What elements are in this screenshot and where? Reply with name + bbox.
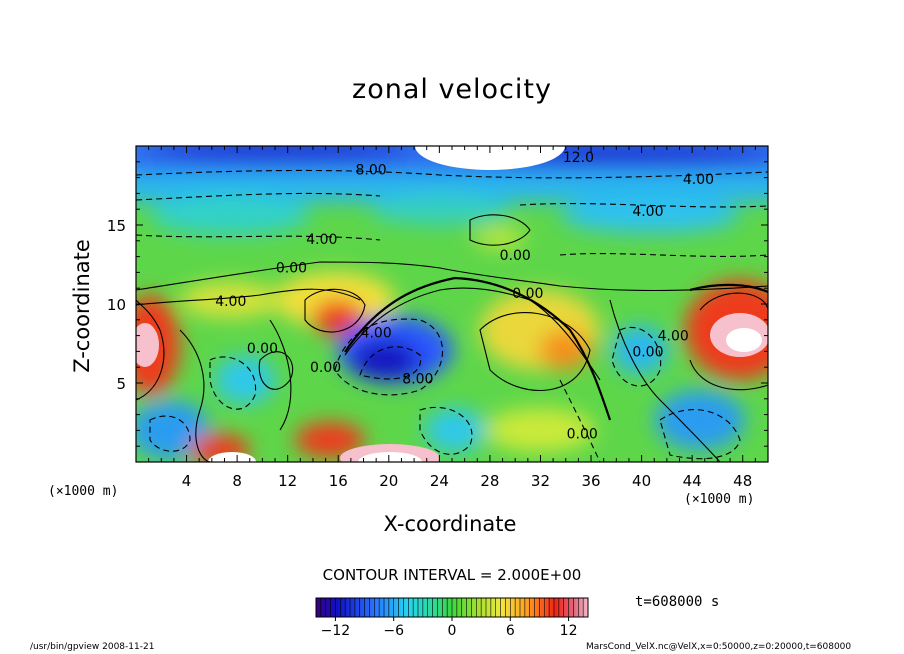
- x-tick-label-7: 32: [531, 472, 550, 490]
- contour-label-0: 8.00: [356, 163, 387, 179]
- x-tick-label-5: 24: [430, 472, 449, 490]
- x-tick-label-2: 12: [278, 472, 297, 490]
- contour-label-9: 0.00: [247, 341, 278, 357]
- colorbar-tick-label-2: 0: [448, 623, 457, 639]
- contour-label-13: 0.00: [632, 344, 663, 360]
- contour-label-11: 0.00: [310, 360, 341, 376]
- x-axis-ticks: 4 8 12 16 20 24 28 32 36 40 44 48: [148, 146, 756, 490]
- chart-title: zonal velocity: [352, 74, 552, 105]
- contour-label-14: 4.00: [658, 329, 689, 345]
- contour-label-7: 4.00: [215, 294, 246, 310]
- x-axis-label: X-coordinate: [383, 512, 517, 536]
- x-tick-label-6: 28: [480, 472, 499, 490]
- x-axis-unit: (×1000 m): [684, 492, 755, 507]
- x-tick-label-4: 20: [379, 472, 398, 490]
- y-axis-unit: (×1000 m): [48, 484, 119, 499]
- x-tick-label-8: 36: [581, 472, 600, 490]
- x-tick-label-11: 48: [733, 472, 752, 490]
- y-axis-label: Z-coordinate: [70, 239, 94, 373]
- x-tick-label-1: 8: [232, 472, 242, 490]
- contour-interval: CONTOUR INTERVAL = 2.000E+00: [322, 566, 582, 584]
- contour-label-1: 12.0: [563, 150, 594, 166]
- contour-label-5: 0.00: [276, 261, 307, 277]
- contour-label-15: 0.00: [567, 427, 598, 443]
- time-label: t=608000 s: [635, 594, 720, 610]
- contour-label-12: 8.00: [402, 371, 433, 387]
- y-tick-label-0: 5: [116, 375, 126, 393]
- contour-label-6: 0.00: [500, 248, 531, 264]
- contour-label-3: 4.00: [632, 204, 663, 220]
- x-tick-label-3: 16: [329, 472, 348, 490]
- x-tick-label-0: 4: [182, 472, 192, 490]
- contour-label-4: 4.00: [306, 232, 337, 248]
- y-axis-ticks: 5 10 15: [107, 161, 768, 447]
- footer-left: /usr/bin/gpview 2008-11-21: [30, 642, 155, 652]
- colorbar-tick-label-3: 6: [506, 623, 515, 639]
- contour-label-2: 4.00: [683, 172, 714, 188]
- colorbar-tick-label-0: −12: [321, 623, 351, 639]
- footer-right: MarsCond_VelX.nc@VelX,x=0:50000,z=0:2000…: [586, 642, 852, 652]
- colorbar-ticks: −12 −6 0 6 12: [321, 617, 578, 639]
- contour-label-8: 0.00: [512, 286, 543, 302]
- colorbar-tick-label-4: 12: [560, 623, 578, 639]
- contour-label-10: 4.00: [361, 325, 392, 341]
- velocity-field: [136, 146, 768, 462]
- x-tick-label-9: 40: [632, 472, 651, 490]
- y-tick-label-1: 10: [107, 296, 126, 314]
- x-tick-label-10: 44: [683, 472, 702, 490]
- y-tick-label-2: 15: [107, 217, 126, 235]
- colorbar-tick-label-1: −6: [383, 623, 404, 639]
